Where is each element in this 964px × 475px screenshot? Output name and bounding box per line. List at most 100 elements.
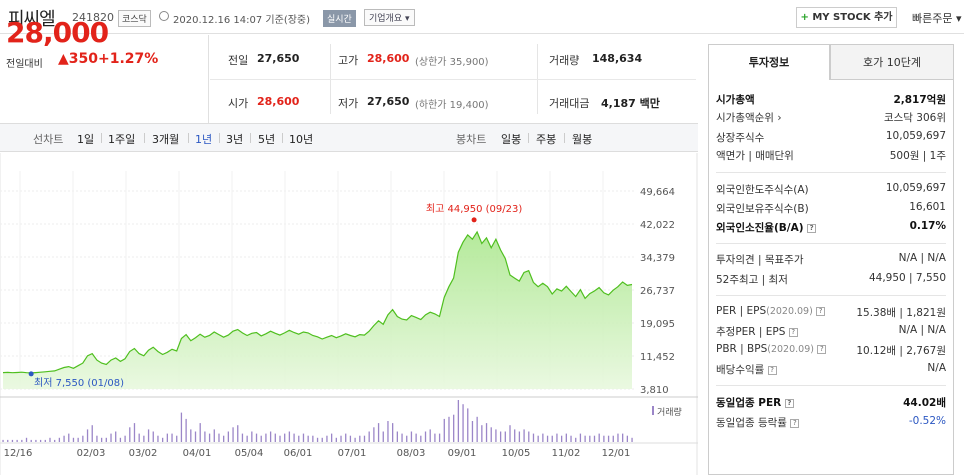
tab-3y[interactable]: 3년 <box>226 133 244 146</box>
volume-bar <box>241 433 244 442</box>
help-icon[interactable]: ? <box>817 344 827 354</box>
shares-label: 상장주식수 <box>716 132 765 144</box>
tab-1w[interactable]: 1주일 <box>108 133 136 146</box>
volume-bar <box>115 431 117 442</box>
volume-bar <box>298 435 300 442</box>
volume-bar <box>194 431 197 442</box>
x-tick-label: 08/03 <box>397 448 426 459</box>
market-cap-rank-label: 시가총액순위 › <box>716 110 782 125</box>
volume-bar <box>335 437 337 442</box>
tab-1d[interactable]: 1일 <box>77 133 95 146</box>
foreign-ratio-text: 외국인소진율(B/A) <box>716 222 804 234</box>
volume-bar <box>307 435 309 442</box>
y-tick-label: 19,095 <box>640 319 675 330</box>
volume-bar <box>39 439 42 442</box>
my-stock-label: MY STOCK 추가 <box>812 12 893 23</box>
realtime-badge[interactable]: 실시간 <box>323 10 356 27</box>
volume-bar <box>514 429 516 442</box>
volume-bar <box>133 423 136 442</box>
tab-daily[interactable]: 일봉 <box>501 133 522 146</box>
volume-bar <box>260 435 262 442</box>
market-badge: 코스닥 <box>118 10 151 27</box>
low-label: 최저 7,550 (01/08) <box>34 377 124 389</box>
volume-bar <box>509 425 511 442</box>
market-cap-rank-row[interactable]: 시가총액순위 › 코스닥 306위 <box>716 110 946 126</box>
my-stock-add-button[interactable]: + MY STOCK 추가 <box>796 7 897 28</box>
volume-bar <box>603 435 605 442</box>
company-overview-button[interactable]: 기업개요 ▾ <box>364 9 415 26</box>
volume-bar <box>251 431 253 442</box>
help-icon[interactable]: ? <box>784 398 794 408</box>
help-icon[interactable]: ? <box>807 223 817 233</box>
volume-bar <box>265 433 267 442</box>
volume-bar <box>312 435 314 442</box>
help-icon[interactable]: ? <box>790 418 800 428</box>
help-icon[interactable]: ? <box>788 327 798 337</box>
tab-order-book[interactable]: 호가 10단계 <box>830 44 954 80</box>
x-tick-label: 02/03 <box>77 448 106 459</box>
tab-monthly[interactable]: 월봉 <box>572 133 593 146</box>
volume-bar <box>377 423 380 442</box>
tab-investment-info[interactable]: 투자정보 <box>708 44 830 80</box>
tab-5y[interactable]: 5년 <box>258 133 276 146</box>
tab-3m[interactable]: 3개월 <box>152 133 180 146</box>
price-chart[interactable]: 3,810 11,452 19,095 26,737 34,379 42,022 49,66… <box>0 153 698 475</box>
volume-bar <box>345 433 347 442</box>
y-tick-label: 42,022 <box>640 220 675 231</box>
tab-10y[interactable]: 10년 <box>289 133 314 146</box>
volume-bar <box>589 435 591 442</box>
volume-bar <box>279 435 281 442</box>
volume-bar <box>504 431 506 442</box>
x-tick-label: 06/01 <box>284 448 313 459</box>
volume-bar <box>607 435 610 442</box>
lower-limit: (하한가 19,400) <box>415 100 489 111</box>
foreign-limit-label: 외국인한도주식수(A) <box>716 184 809 196</box>
sector-per-value: 44.02배 <box>903 397 946 409</box>
volume-bar <box>429 429 431 442</box>
low-label: 저가 <box>338 97 359 110</box>
quick-order-button[interactable]: 빠른주문 ▾ <box>912 10 962 26</box>
tab-weekly[interactable]: 주봉 <box>536 133 557 146</box>
volume-bar <box>612 435 614 442</box>
volume-bar <box>176 435 178 442</box>
divider <box>282 133 283 143</box>
volume-bar <box>213 429 215 442</box>
volume-bar <box>453 414 455 442</box>
volume-bar <box>143 435 145 442</box>
volume-bar <box>457 400 460 442</box>
volume-bar <box>598 433 600 442</box>
volume-bar <box>7 439 9 442</box>
x-tick-label: 10/05 <box>502 448 531 459</box>
volume-bar <box>274 433 276 442</box>
x-tick-label: 12/16 <box>4 448 33 459</box>
price-area <box>3 231 632 389</box>
volume-bar <box>340 435 342 442</box>
x-tick-label: 04/01 <box>183 448 212 459</box>
sector-per-row: 동일업종 PER ? 44.02배 <box>716 395 946 411</box>
tab-1y[interactable]: 1년 <box>195 133 213 146</box>
foreign-ratio-value: 0.17% <box>909 220 946 232</box>
volume-bar <box>208 433 211 442</box>
help-icon[interactable]: ? <box>816 306 826 316</box>
volume-bar <box>152 431 154 442</box>
open-value: 28,600 <box>257 95 300 108</box>
dividend-value: N/A <box>927 362 946 374</box>
volume-bar <box>420 435 422 442</box>
volume-bar <box>321 437 323 442</box>
volume-bar <box>119 437 122 442</box>
volume-bar <box>481 425 483 442</box>
sector-per-label: 동일업종 PER ? <box>716 395 794 410</box>
volume-value: 148,634 <box>592 52 643 65</box>
sector-change-row: 동일업종 등락률 ? -0.52% <box>716 415 946 431</box>
volume-bar <box>288 431 291 442</box>
volume-bar <box>415 433 417 442</box>
current-price: 28,000 <box>6 16 109 49</box>
help-icon[interactable]: ? <box>767 365 777 375</box>
volume-bar <box>560 435 563 442</box>
volume-bar <box>368 431 370 442</box>
volume-bar <box>575 437 577 442</box>
divider <box>716 385 946 386</box>
x-tick-label: 03/02 <box>129 448 158 459</box>
volume-bar <box>302 433 305 442</box>
y-tick-label: 49,664 <box>640 187 675 198</box>
